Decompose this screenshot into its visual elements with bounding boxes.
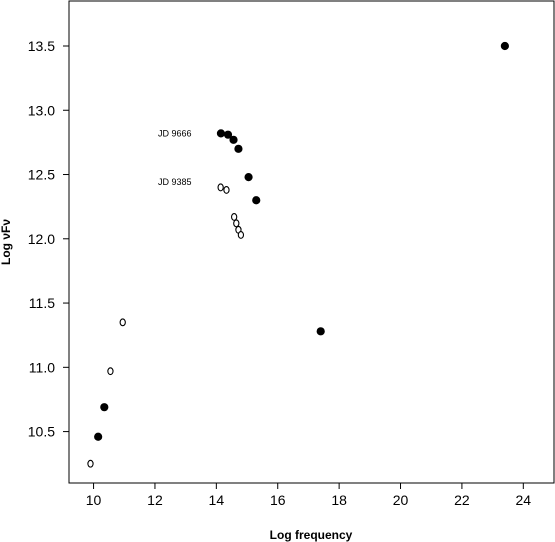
open-point — [237, 230, 245, 239]
filled-point — [229, 135, 238, 144]
y-tick-label: 12.0 — [28, 231, 55, 247]
x-tick-label: 18 — [331, 492, 347, 508]
y-tick-label: 13.5 — [28, 38, 55, 54]
open-point — [217, 183, 224, 192]
filled-point — [94, 432, 103, 441]
plot-frame — [68, 0, 555, 484]
y-tick-label: 11.0 — [29, 359, 55, 375]
filled-point — [500, 41, 509, 51]
y-tick-label: 13.0 — [28, 102, 55, 118]
filled-point — [216, 129, 226, 138]
open-point — [87, 459, 94, 468]
x-tick-label: 20 — [393, 492, 409, 508]
open-point — [107, 367, 114, 376]
annotation-label: JD 9666 — [158, 128, 192, 138]
annotations: JD 9666 JD 9385 — [158, 128, 192, 187]
data-points — [87, 41, 509, 468]
open-point — [223, 185, 230, 194]
open-point — [233, 219, 240, 228]
y-tick-label: 12.5 — [28, 167, 55, 183]
annotation-label: JD 9385 — [158, 177, 192, 187]
filled-point — [244, 172, 253, 182]
y-axis: 10.5 11.0 11.5 12.0 12.5 13.0 13.5 — [28, 38, 69, 440]
y-axis-label: Log νFν — [0, 219, 13, 265]
y-tick-label: 10.5 — [28, 424, 55, 440]
x-tick-label: 24 — [516, 492, 532, 508]
filled-point — [234, 144, 243, 153]
x-tick-label: 16 — [270, 492, 286, 508]
filled-point — [100, 403, 109, 412]
filled-point — [316, 327, 325, 336]
x-tick-label: 10 — [86, 492, 102, 508]
filled-point — [252, 196, 261, 205]
x-axis-label: Log frequency — [270, 528, 353, 542]
open-point — [119, 318, 126, 327]
x-tick-label: 12 — [147, 492, 163, 508]
x-tick-label: 14 — [209, 492, 225, 508]
x-tick-label: 22 — [454, 492, 470, 508]
x-axis: 10 12 14 16 18 20 22 24 — [86, 483, 532, 508]
filled-point — [223, 130, 233, 139]
open-point — [230, 212, 238, 221]
y-tick-label: 11.5 — [29, 295, 55, 311]
